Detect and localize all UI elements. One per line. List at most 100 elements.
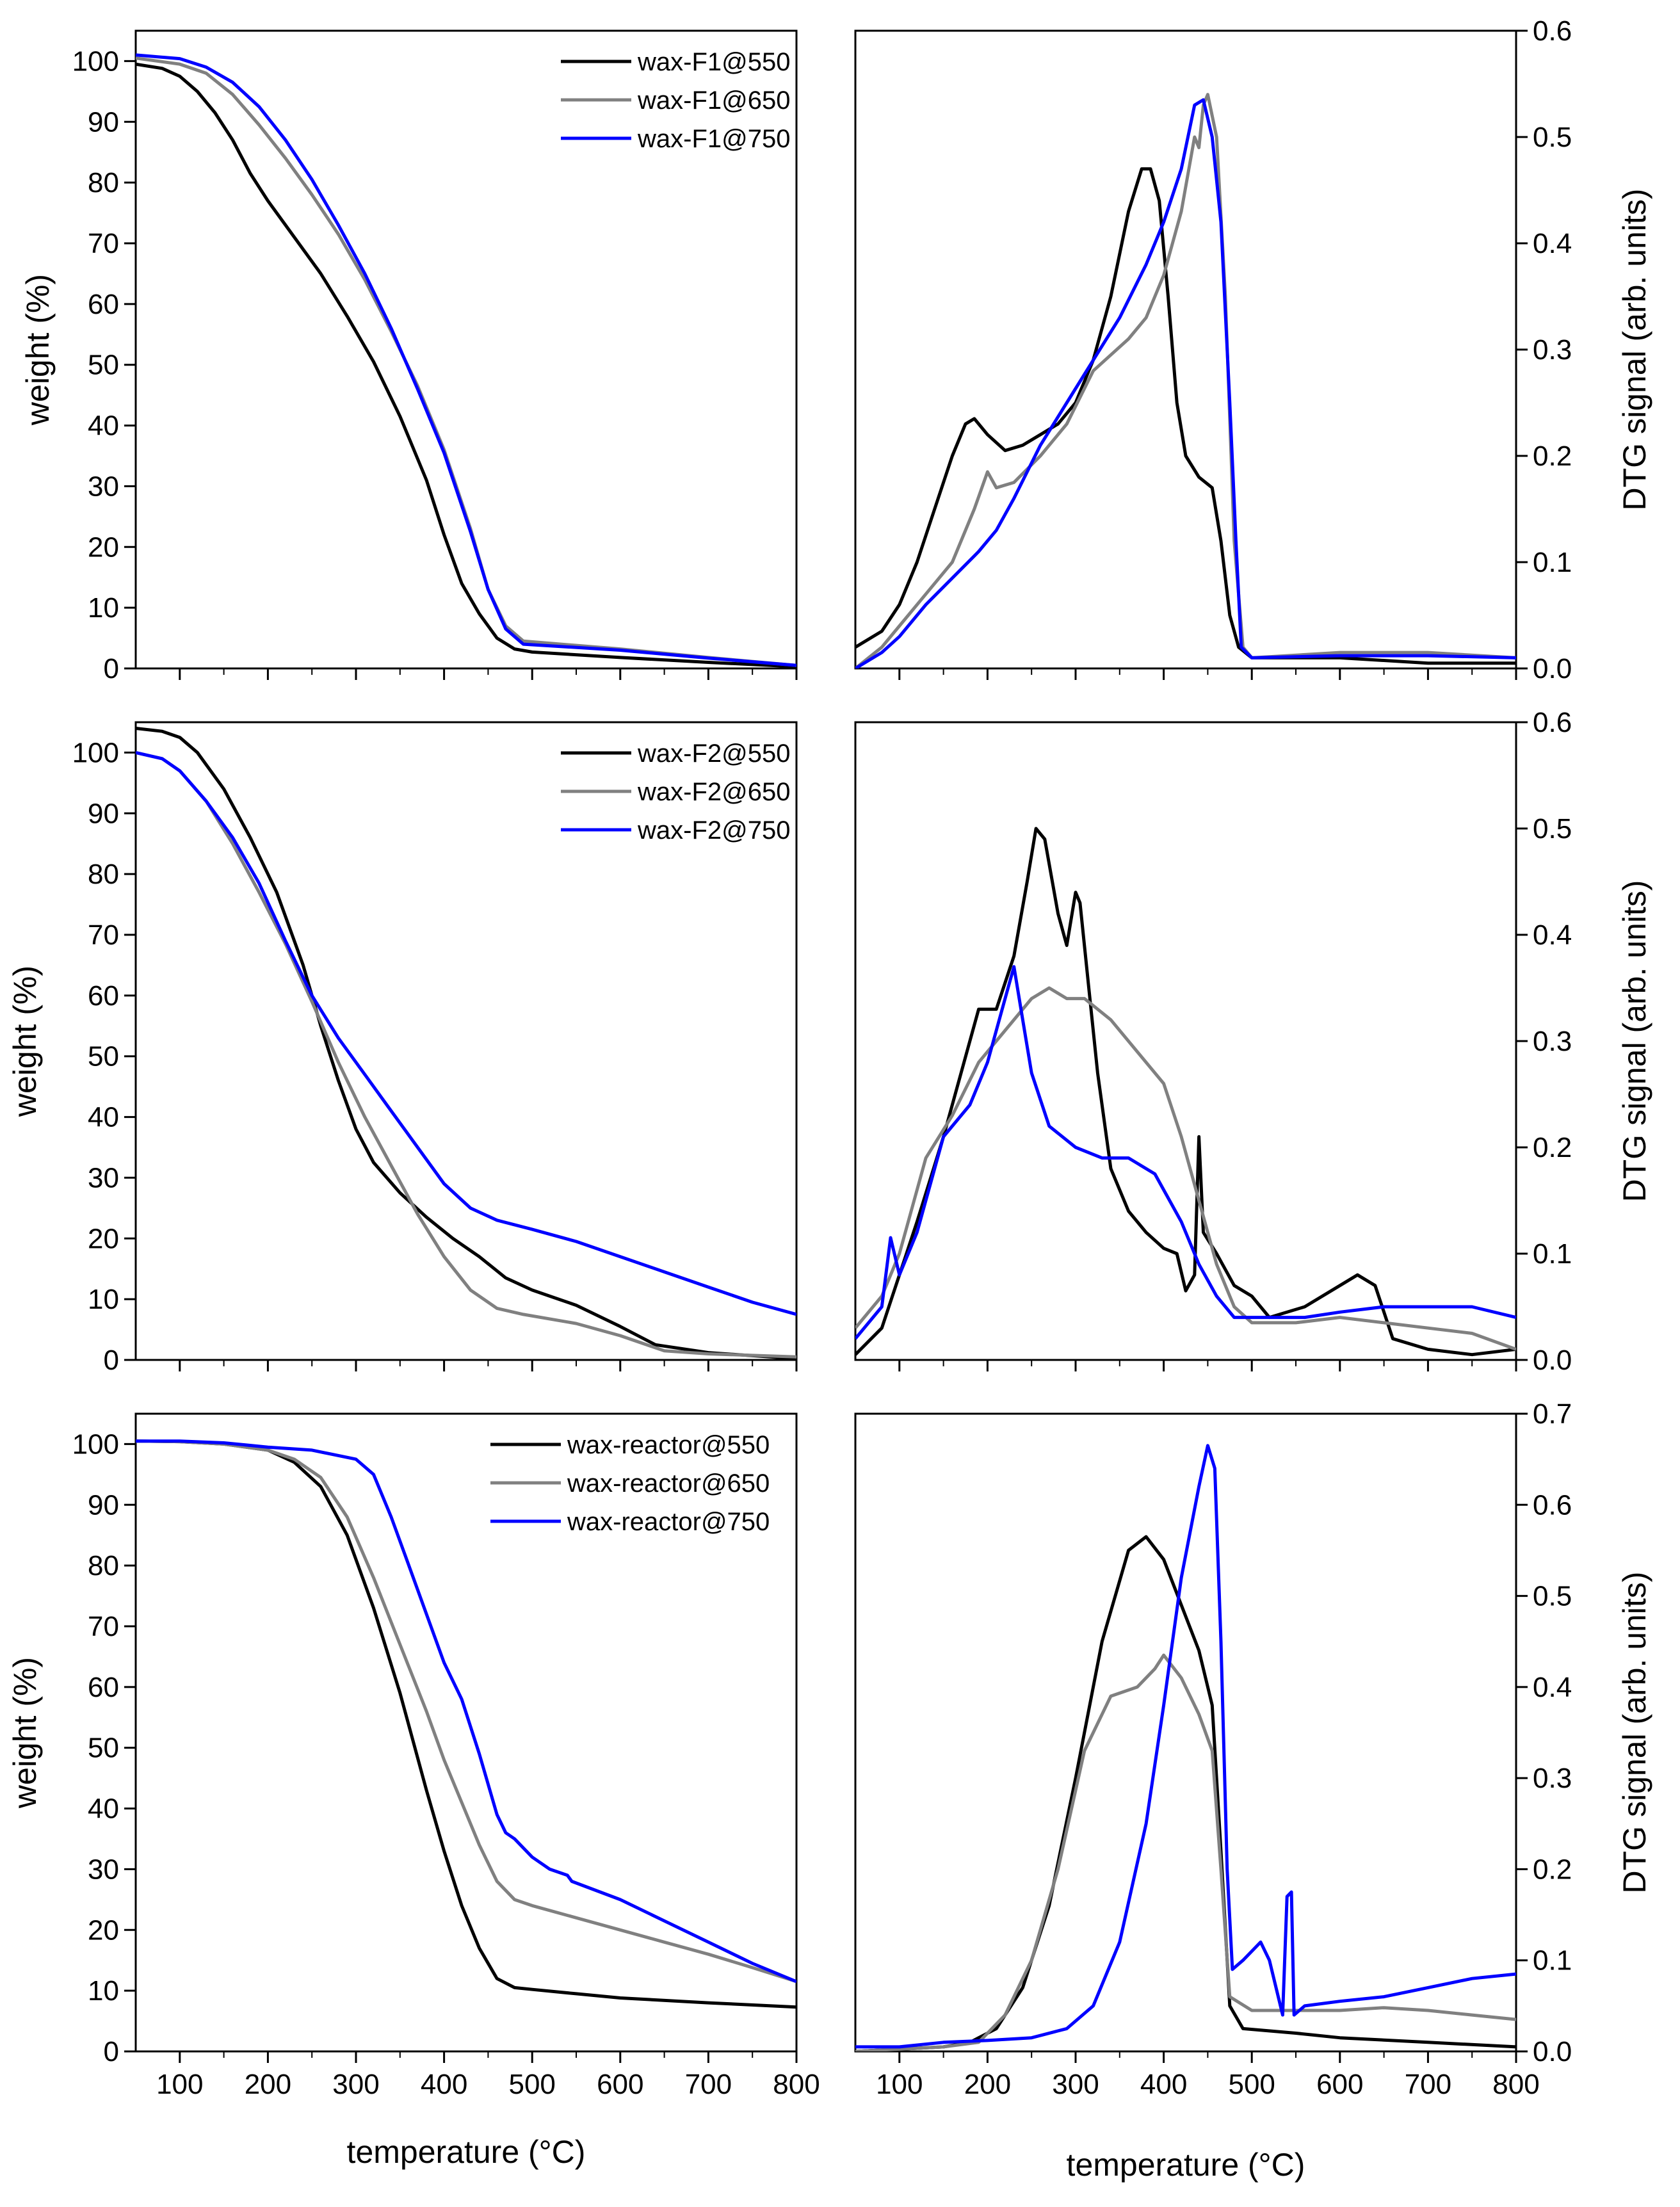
x-tick-label: 200 (245, 2069, 291, 2100)
panel-f2-dtg: 0.0 0.1 0.2 0.3 0.4 0.5 0.6 (854, 707, 1572, 1376)
legend-label: wax-reactor@550 (567, 1431, 770, 1459)
weight-axis-label-f1: weight (%) (20, 274, 56, 426)
y-tick-label: 0.1 (1533, 1945, 1572, 1977)
series-line-wax-F1@550 (136, 62, 796, 668)
y-tick-label: 100 (72, 1428, 119, 1460)
y-tick-label: 40 (88, 410, 119, 442)
x-tick-label: 400 (1140, 2069, 1187, 2100)
x-tick-label: 800 (1492, 2069, 1539, 2100)
legend-label: wax-reactor@650 (567, 1469, 770, 1498)
y-tick-label: 30 (88, 1854, 119, 1885)
legend-label: wax-F2@750 (637, 816, 790, 845)
x-tick-label: 700 (1405, 2069, 1451, 2100)
y-tick-label: 0.1 (1533, 1238, 1572, 1270)
y-tick-label: 0.5 (1533, 1581, 1572, 1612)
y-tick-label: 0.0 (1533, 653, 1572, 684)
y-tick-label: 0.2 (1533, 1854, 1572, 1885)
legend-label: wax-F2@650 (637, 778, 790, 806)
y-tick-label: 60 (88, 289, 119, 320)
y-tick-label: 50 (88, 1041, 119, 1072)
plot-frame (854, 29, 1517, 670)
legend-label: wax-F1@550 (637, 48, 790, 76)
y-tick-label: 10 (88, 1284, 119, 1315)
x-tick-label: 300 (332, 2069, 379, 2100)
legend-label: wax-F1@750 (637, 125, 790, 153)
dtg-axis-label-f2: DTG signal (arb. units) (1617, 880, 1652, 1202)
series-line-wax-F1@650 (855, 93, 1516, 668)
y-tick-label: 0.6 (1533, 1489, 1572, 1521)
dtg-axis-label-f1: DTG signal (arb. units) (1617, 189, 1652, 511)
y-tick-label: 0.6 (1533, 15, 1572, 47)
y-tick-label: 40 (88, 1793, 119, 1825)
y-tick-label: 0.4 (1533, 228, 1572, 259)
y-tick-label: 0.2 (1533, 441, 1572, 472)
y-tick-label: 0.7 (1533, 1398, 1572, 1430)
y-tick-label: 20 (88, 1914, 119, 1946)
y-tick-label: 60 (88, 980, 119, 1012)
y-tick-label: 20 (88, 1223, 119, 1254)
weight-axis-label-f2: weight (%) (7, 966, 43, 1117)
y-tick-label: 0.3 (1533, 334, 1572, 366)
y-tick-label: 0.3 (1533, 1026, 1572, 1057)
x-tick-label: 400 (421, 2069, 467, 2100)
y-tick-label: 80 (88, 1550, 119, 1581)
panel-f2-tg: 0 10 20 30 40 50 60 70 80 90 100 wax-F2@550 wax-F2@6… (72, 721, 798, 1376)
y-tick-label: 0 (104, 653, 119, 684)
y-tick-label: 100 (72, 45, 119, 77)
y-tick-label: 0.1 (1533, 547, 1572, 578)
y-tick-label: 40 (88, 1102, 119, 1133)
y-tick-label: 70 (88, 228, 119, 259)
y-tick-label: 30 (88, 471, 119, 502)
y-tick-label: 90 (88, 106, 119, 138)
y-tick-label: 90 (88, 1489, 119, 1521)
series-line-wax-F2@650 (855, 986, 1516, 1351)
y-tick-label: 0.5 (1533, 122, 1572, 153)
series-line-wax-reactor@650 (136, 1439, 796, 1984)
panel-f1-dtg: 0.0 0.1 0.2 0.3 0.4 0.5 0.6 (854, 15, 1572, 684)
x-tick-label: 700 (685, 2069, 732, 2100)
series-line-wax-F2@550 (136, 727, 796, 1360)
x-tick-label: 300 (1052, 2069, 1099, 2100)
series-line-wax-reactor@650 (855, 1653, 1516, 2051)
x-tick-label: 500 (508, 2069, 555, 2100)
y-tick-label: 0.6 (1533, 707, 1572, 738)
series-line-wax-F1@750 (136, 53, 796, 667)
y-tick-label: 70 (88, 919, 119, 951)
plot-frame (134, 721, 798, 1361)
weight-axis-label-reactor: weight (%) (7, 1657, 43, 1809)
y-tick-label: 0.0 (1533, 1345, 1572, 1376)
x-tick-label: 600 (1316, 2069, 1363, 2100)
y-tick-label: 50 (88, 350, 119, 381)
y-tick-label: 0.3 (1533, 1763, 1572, 1794)
panel-reactor-tg: 100 200 300 400 500 600 700 800 0 10 20 30 40 50 60 70 8… (72, 1412, 820, 2100)
series-line-wax-F2@550 (855, 827, 1516, 1357)
series-line-wax-F1@550 (855, 167, 1516, 665)
temperature-axis-label-right: temperature (°C) (1067, 2147, 1305, 2183)
plot-frame (854, 721, 1517, 1361)
series-line-wax-reactor@750 (855, 1444, 1516, 2049)
y-tick-label: 0.2 (1533, 1132, 1572, 1163)
plot-frame (134, 29, 798, 670)
x-tick-label: 500 (1228, 2069, 1275, 2100)
x-tick-label: 100 (156, 2069, 203, 2100)
series-line-wax-reactor@550 (855, 1535, 1516, 2051)
plot-frame (134, 1412, 798, 2053)
y-tick-label: 90 (88, 798, 119, 829)
y-tick-label: 0 (104, 2036, 119, 2067)
y-tick-label: 20 (88, 531, 119, 563)
temperature-axis-label-left: temperature (°C) (347, 2134, 586, 2170)
panel-f1-tg: 0 10 20 30 40 50 60 70 80 90 100 wax-F1@550 wax-F1@6… (72, 29, 798, 684)
y-tick-label: 0.5 (1533, 813, 1572, 845)
y-tick-label: 0.0 (1533, 2036, 1572, 2067)
y-tick-label: 50 (88, 1733, 119, 1764)
legend-label: wax-F2@550 (637, 740, 790, 768)
x-tick-label: 200 (964, 2069, 1011, 2100)
series-line-wax-F2@750 (855, 965, 1516, 1340)
x-tick-label: 600 (597, 2069, 643, 2100)
x-tick-label: 100 (876, 2069, 923, 2100)
legend-label: wax-reactor@750 (567, 1508, 770, 1536)
x-tick-label: 800 (773, 2069, 820, 2100)
y-tick-label: 60 (88, 1672, 119, 1703)
